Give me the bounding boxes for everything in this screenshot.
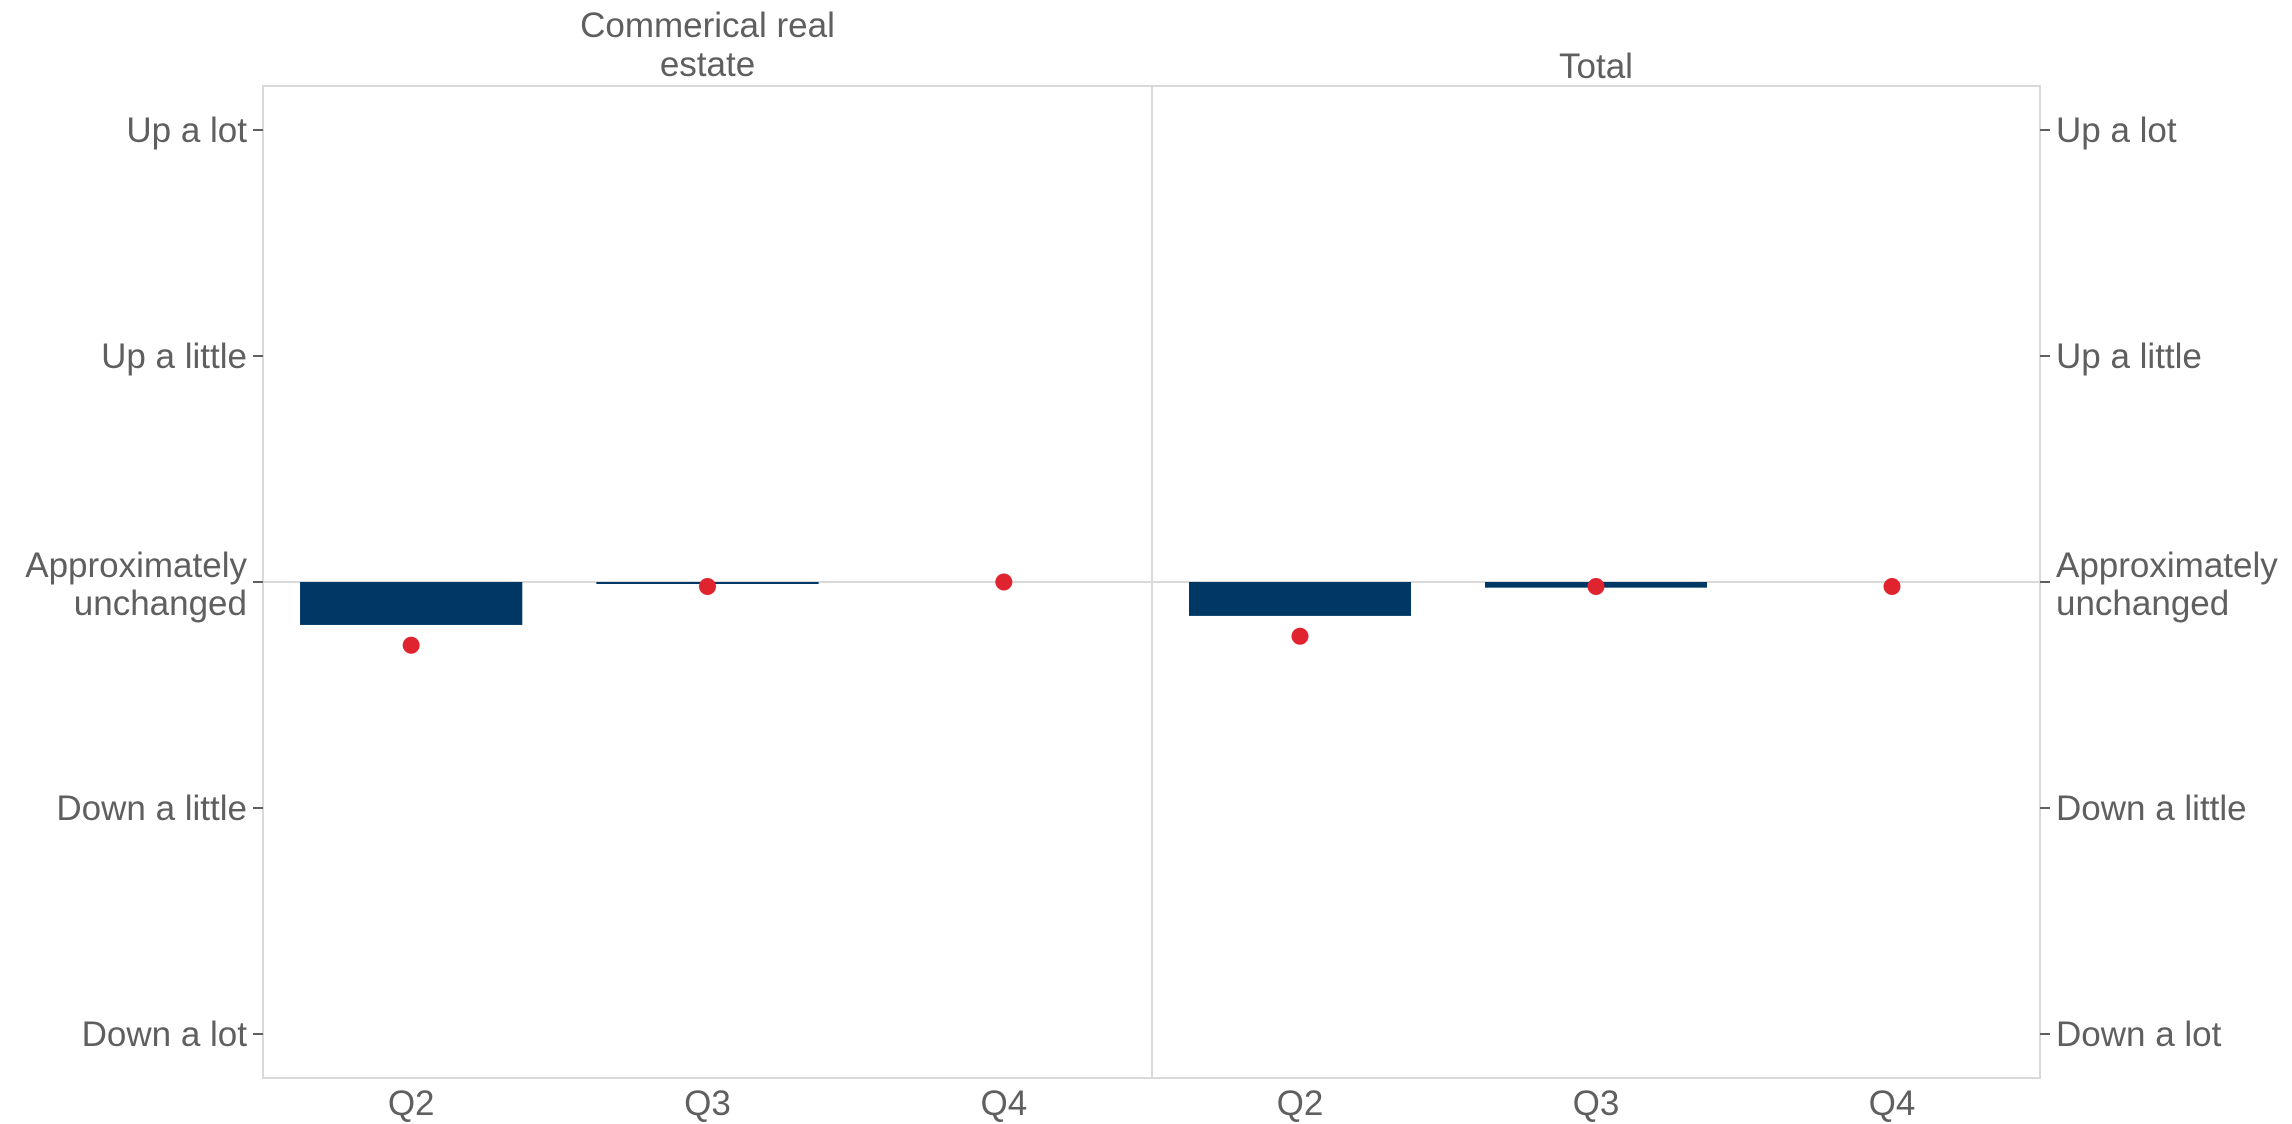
y-axis-right: Down a lot Down a little Approximately unch…	[2040, 111, 2278, 1054]
dot-point	[1587, 578, 1605, 596]
panel-titles: Commerical real estate Total	[580, 6, 1633, 86]
y-tick-label-left: Up a lot	[126, 111, 247, 150]
y-tick-label-left: Up a little	[101, 337, 247, 376]
bar	[1189, 582, 1411, 616]
dot-point	[402, 636, 420, 654]
x-tick-label: Q3	[684, 1084, 731, 1123]
panel-title: Total	[1559, 47, 1633, 86]
chart-marks	[300, 573, 1901, 654]
dot-point	[699, 578, 716, 596]
y-tick-label-right: Down a little	[2056, 789, 2247, 828]
y-axis-left: Down a lot Down a little Approximately unch…	[25, 111, 263, 1054]
plot-frame	[262, 85, 2041, 1079]
y-tick-label-right: Approximately unchanged	[2056, 546, 2278, 623]
y-tick-label-left: Approximately unchanged	[25, 546, 247, 623]
x-axis: Q2 Q3 Q4 Q2 Q3 Q4	[388, 1084, 1916, 1123]
y-tick-label-left: Down a little	[56, 789, 247, 828]
y-tick-label-left: Down a lot	[82, 1015, 248, 1054]
dot-point	[995, 573, 1013, 591]
x-tick-label: Q3	[1573, 1084, 1620, 1123]
y-tick-label-right: Up a lot	[2056, 111, 2177, 150]
y-tick-label-right: Up a little	[2056, 337, 2202, 376]
panel-title: Commerical real estate	[580, 6, 835, 84]
bar	[300, 582, 523, 625]
x-tick-label: Q4	[1869, 1084, 1916, 1123]
x-tick-label: Q2	[1277, 1084, 1324, 1123]
dot-point	[1883, 578, 1901, 596]
x-tick-label: Q4	[980, 1084, 1027, 1123]
x-tick-label: Q2	[388, 1084, 435, 1123]
dot-point	[1291, 627, 1309, 645]
y-tick-label-right: Down a lot	[2056, 1015, 2222, 1054]
